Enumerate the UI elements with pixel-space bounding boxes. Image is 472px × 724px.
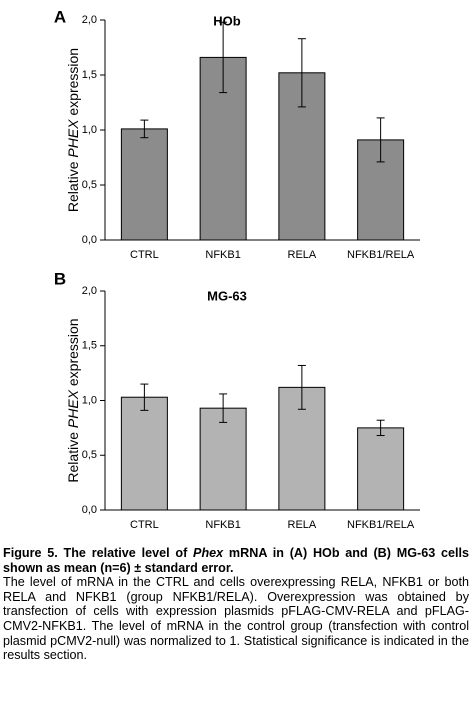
y-tick-label: 2,0 — [82, 285, 97, 297]
caption-title: Figure 5. The relative level of Phex mRN… — [3, 546, 469, 575]
caption-title-text: mRNA in (A) HOb and (B) MG-63 cells show… — [3, 546, 470, 575]
caption-title-gene: Phex — [193, 546, 224, 560]
bar — [357, 427, 405, 511]
y-axis-label: Relative PHEX expression — [65, 48, 81, 212]
chart-title: MG-63 — [207, 288, 247, 303]
bar — [120, 128, 168, 241]
panel-label: A — [54, 7, 66, 26]
y-tick-label: 0,5 — [82, 179, 97, 191]
chart-title: HOb — [213, 13, 241, 28]
x-tick-label: CTRL — [130, 249, 159, 261]
y-axis-label-part: expression — [65, 48, 81, 120]
caption-body: The level of mRNA in the CTRL and cells … — [3, 575, 469, 663]
y-axis-label-part: PHEX — [65, 389, 81, 428]
y-tick-label: 1,0 — [82, 394, 97, 406]
y-tick-label: 0,0 — [82, 504, 97, 516]
y-axis-label-part: Relative — [65, 428, 81, 482]
x-tick-label: RELA — [288, 249, 317, 261]
y-tick-label: 1,0 — [82, 124, 97, 136]
x-tick-label: CTRL — [130, 519, 159, 531]
y-tick-label: 2,0 — [82, 14, 97, 26]
x-tick-label: NFKB1/RELA — [347, 519, 415, 531]
y-axis-label-part: PHEX — [65, 119, 81, 158]
bar — [357, 139, 405, 241]
x-tick-label: RELA — [288, 519, 317, 531]
y-axis-label-part: Relative — [65, 158, 81, 212]
y-axis-label-part: expression — [65, 318, 81, 390]
y-tick-label: 0,5 — [82, 449, 97, 461]
caption-title-text: Figure 5. The relative level of — [3, 546, 194, 560]
x-tick-label: NFKB1 — [205, 249, 240, 261]
y-tick-label: 1,5 — [82, 340, 97, 352]
panel-label: B — [54, 269, 66, 288]
x-tick-label: NFKB1/RELA — [347, 249, 415, 261]
bar — [199, 407, 247, 511]
y-axis-label: Relative PHEX expression — [65, 318, 81, 482]
bar — [120, 396, 168, 511]
x-tick-label: NFKB1 — [205, 519, 240, 531]
figure: A HOb Relative PHEX expression 0,0 0,5 1,0 1,5… — [54, 7, 420, 531]
y-tick-label: 1,5 — [82, 69, 97, 81]
y-tick-label: 0,0 — [82, 234, 97, 246]
caption: Figure 5. The relative level of Phex mRN… — [3, 546, 469, 663]
